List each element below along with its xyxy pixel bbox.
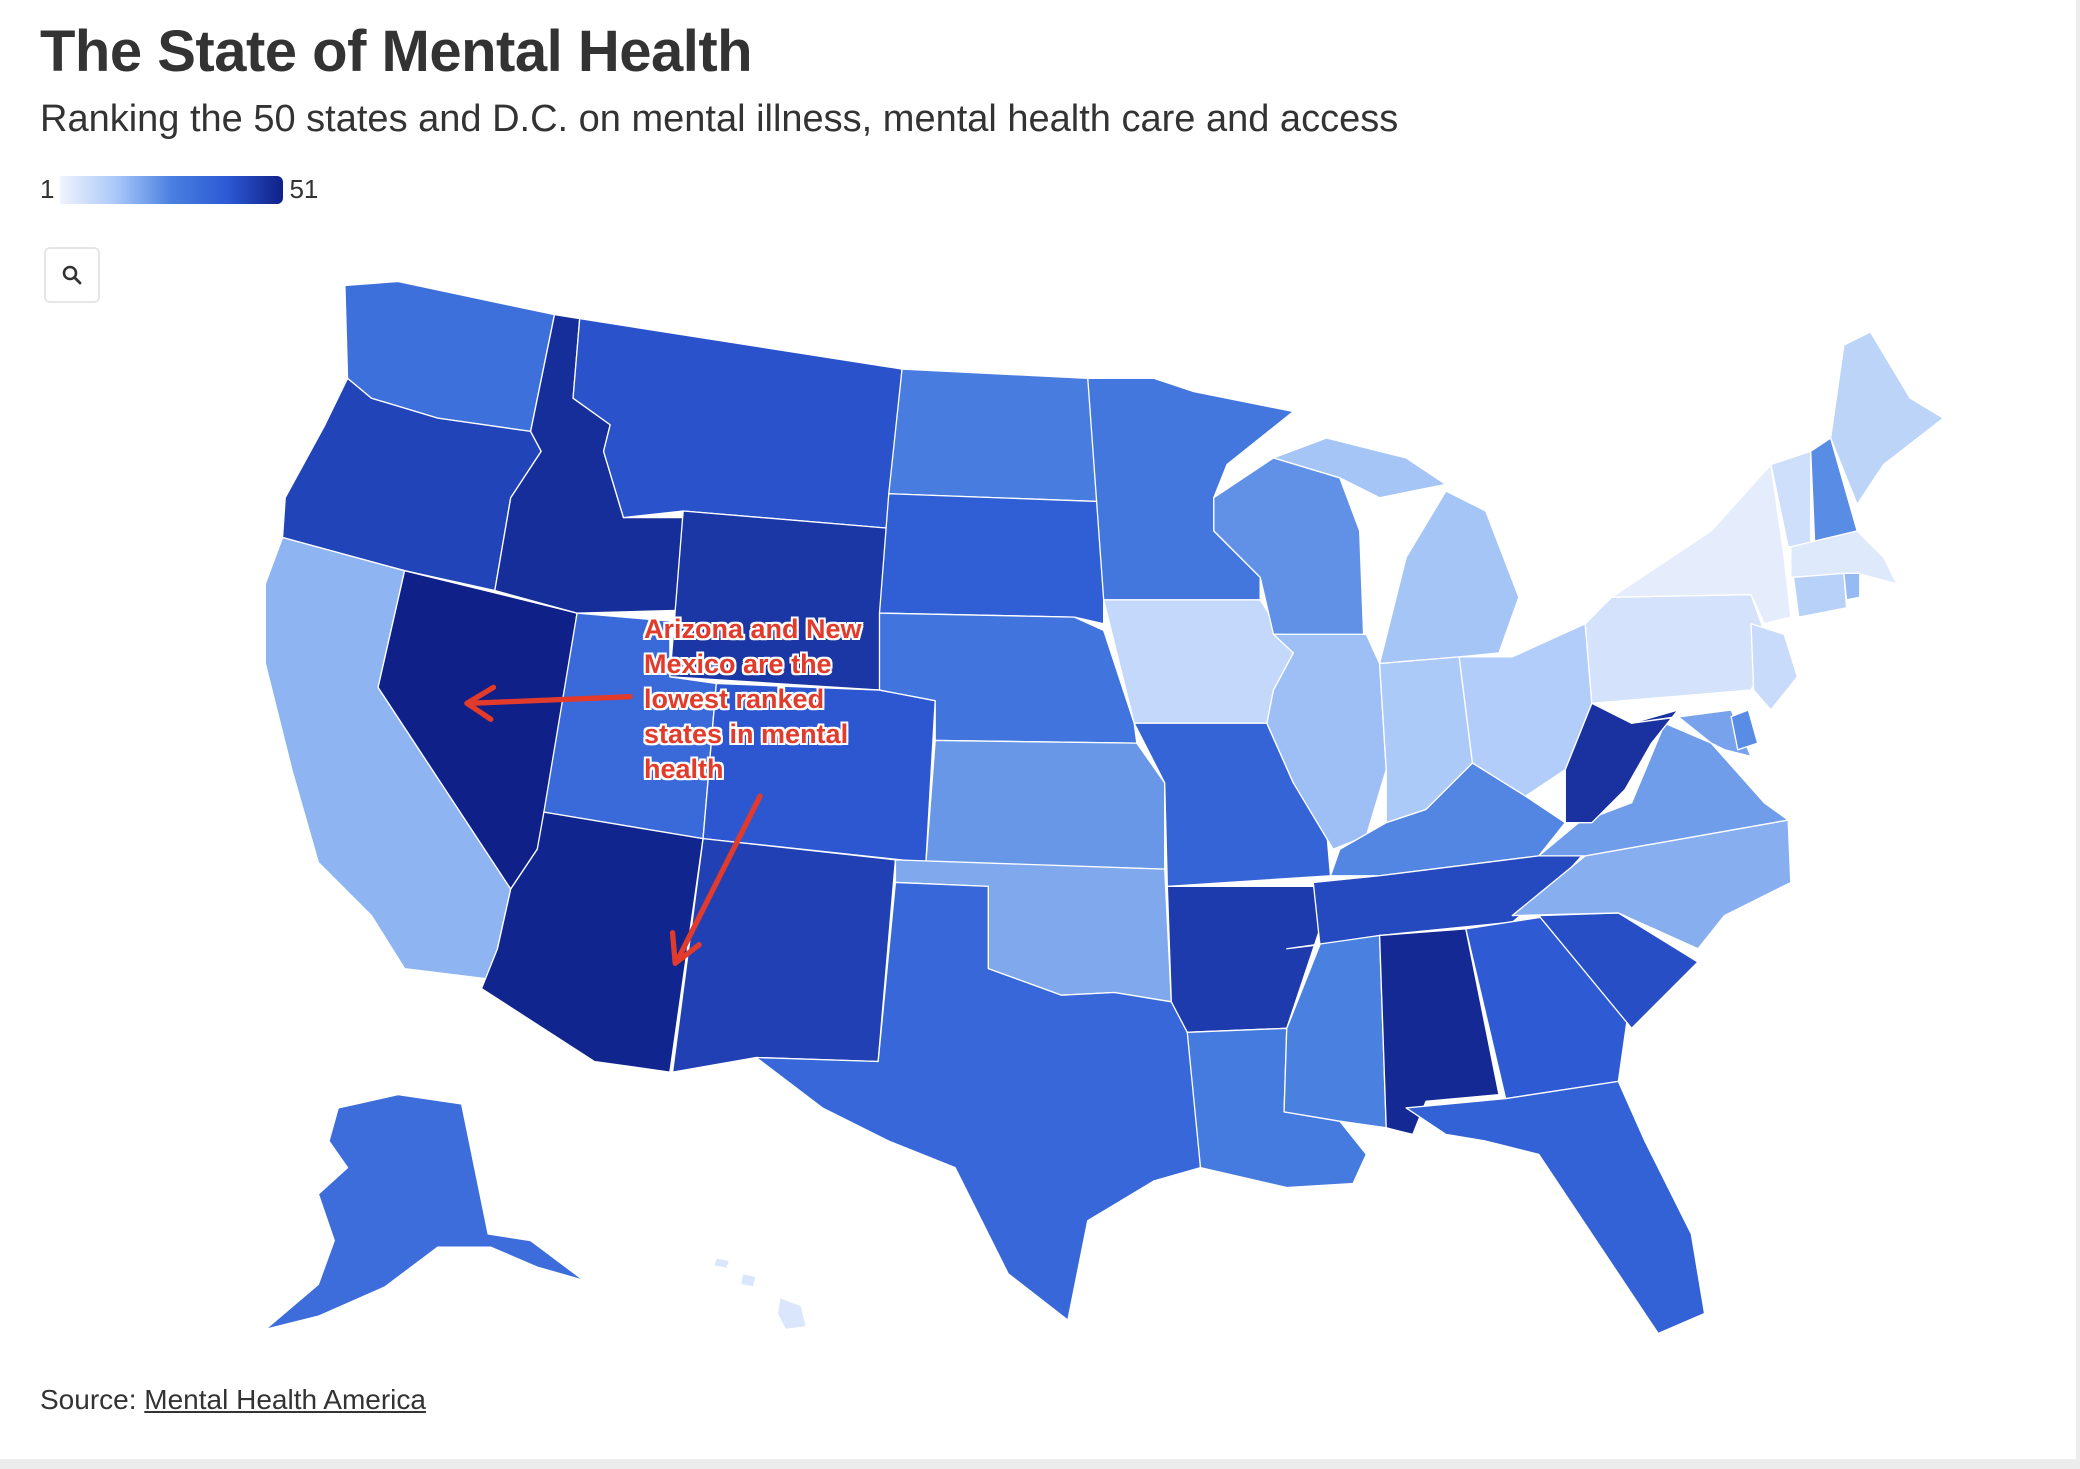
state-hawaii[interactable] <box>713 1257 808 1331</box>
map-annotation: Arizona and New Mexico are the lowest ra… <box>644 612 862 787</box>
search-icon <box>62 265 82 285</box>
state-arizona[interactable] <box>480 811 704 1073</box>
annotation-line: states in mental <box>644 719 849 749</box>
bottom-border <box>0 1459 2080 1469</box>
state-new-jersey[interactable] <box>1750 623 1799 711</box>
state-iowa[interactable] <box>1103 599 1295 724</box>
state-west-virginia[interactable] <box>1564 702 1679 824</box>
source-link[interactable]: Mental Health America <box>144 1384 426 1415</box>
state-new-mexico[interactable] <box>671 837 897 1073</box>
state-pennsylvania[interactable] <box>1584 593 1772 704</box>
state-florida[interactable] <box>1405 1080 1706 1335</box>
state-alaska[interactable] <box>264 1093 585 1331</box>
state-rhode-island[interactable] <box>1843 572 1861 601</box>
source-credit: Source: Mental Health America <box>40 1384 426 1416</box>
source-prefix: Source: <box>40 1384 137 1415</box>
state-montana[interactable] <box>572 317 903 529</box>
state-maryland[interactable] <box>1630 709 1752 758</box>
state-illinois[interactable] <box>1266 633 1387 850</box>
state-massachusetts[interactable] <box>1790 530 1898 585</box>
right-border <box>2076 0 2080 1469</box>
arrow-to-nevada-arizona <box>464 684 633 722</box>
annotation-line: Mexico are the <box>644 649 832 679</box>
state-michigan-lower[interactable] <box>1378 490 1520 665</box>
annotation-line: Arizona and New <box>644 614 862 644</box>
state-maine[interactable] <box>1829 331 1945 506</box>
state-south-dakota[interactable] <box>878 493 1105 625</box>
arrow-to-new-mexico <box>669 793 763 966</box>
annotation-arrows <box>464 684 763 966</box>
state-kentucky[interactable] <box>1329 762 1566 877</box>
annotation-line: lowest ranked <box>644 684 825 714</box>
state-texas[interactable] <box>755 881 1202 1321</box>
state-michigan-upper[interactable] <box>1272 437 1447 499</box>
page-subtitle: Ranking the 50 states and D.C. on mental… <box>40 98 1399 140</box>
state-oregon[interactable] <box>281 377 542 592</box>
search-button[interactable] <box>44 247 100 303</box>
state-colorado[interactable] <box>702 682 936 864</box>
annotation-line: health <box>644 754 724 784</box>
legend-gradient-bar <box>60 175 284 204</box>
page-title: The State of Mental Health <box>40 19 753 84</box>
legend-min-label: 1 <box>40 174 55 204</box>
state-connecticut[interactable] <box>1792 572 1848 618</box>
state-north-dakota[interactable] <box>888 368 1105 503</box>
color-legend: 1 51 <box>40 174 318 205</box>
state-delaware[interactable] <box>1730 709 1759 751</box>
state-kansas[interactable] <box>925 739 1166 870</box>
state-new-york[interactable] <box>1611 463 1792 625</box>
legend-max-label: 51 <box>289 174 319 204</box>
